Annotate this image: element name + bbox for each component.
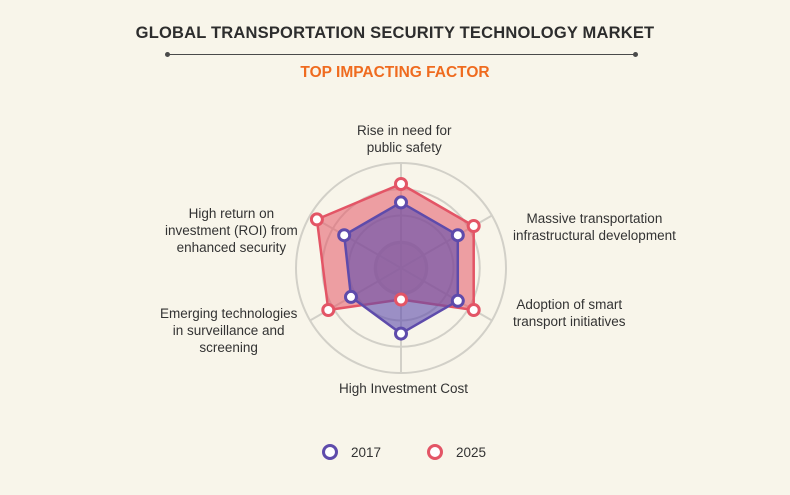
data-point-2017-2 [450, 228, 465, 243]
data-point-2025-1 [394, 177, 408, 191]
chart-title: GLOBAL TRANSPORTATION SECURITY TECHNOLOG… [135, 24, 655, 42]
title-divider [165, 52, 638, 57]
data-point-2017-1 [394, 195, 408, 210]
legend-marker-2017 [322, 444, 338, 460]
legend-marker-2025 [427, 444, 443, 460]
legend-label-2017: 2017 [351, 444, 382, 460]
axis-label-emerging-tech: Emerging technologies in surveillance an… [160, 306, 298, 355]
legend-item-2025: 2025 [427, 443, 486, 461]
axis-label-investment-cost: High Investment Cost [339, 381, 469, 396]
axis-label-smart-transport: Adoption of smart transport initiatives [513, 297, 626, 329]
data-point-2025-2 [466, 219, 481, 233]
legend-label-2025: 2025 [456, 444, 487, 460]
data-point-2017-4 [394, 326, 408, 341]
data-point-2017-5 [344, 289, 358, 304]
data-point-2017-6 [337, 228, 352, 243]
divider-dot-right [633, 52, 638, 57]
divider-dot-left [165, 52, 170, 57]
axis-label-public-safety: Rise in need for public safety [357, 123, 452, 155]
data-point-2025-3 [466, 303, 481, 317]
axis-label-infrastructure: Massive transportation infrastructural d… [513, 211, 676, 243]
data-point-2017-3 [450, 293, 465, 308]
data-point-2025-6 [309, 212, 324, 227]
axis-label-roi: High return on investment (ROI) from enh… [165, 206, 298, 255]
series-points [309, 177, 481, 341]
chart-subtitle: TOP IMPACTING FACTOR [300, 64, 490, 81]
data-point-2025-4 [394, 292, 408, 307]
legend-item-2017: 2017 [322, 443, 381, 461]
data-point-2025-5 [321, 303, 336, 317]
